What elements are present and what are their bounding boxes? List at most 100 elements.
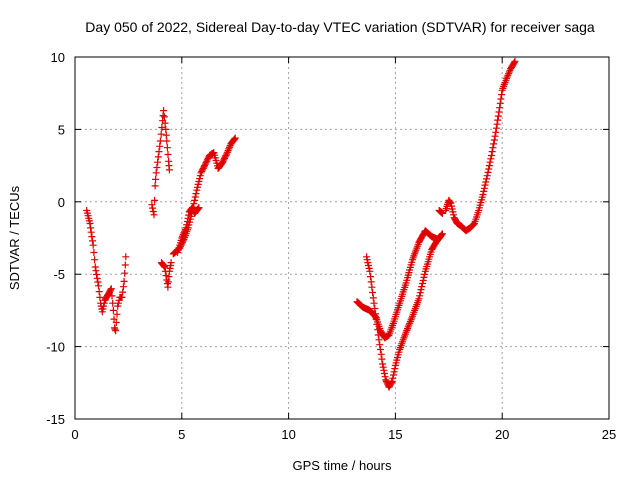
data-point	[112, 327, 120, 335]
data-point	[390, 368, 398, 376]
data-point	[374, 326, 382, 334]
data-point	[89, 241, 97, 249]
data-point	[195, 204, 203, 212]
data-point	[483, 172, 491, 180]
data-point	[371, 305, 379, 312]
data-point	[407, 316, 415, 324]
gridlines	[75, 57, 609, 419]
series-arc-5	[174, 204, 203, 256]
data-point	[121, 269, 129, 277]
data-point	[375, 336, 383, 344]
series-arc-3	[158, 259, 175, 291]
data-point	[494, 116, 502, 124]
data-point	[511, 57, 519, 65]
data-point	[149, 208, 157, 215]
data-point	[107, 286, 115, 294]
data-point	[415, 295, 423, 303]
data-point	[148, 201, 156, 209]
data-point	[109, 306, 117, 314]
data-point	[480, 187, 488, 195]
series-arc-9	[435, 207, 446, 217]
data-point	[436, 233, 444, 241]
data-point	[446, 198, 454, 206]
data-point	[192, 190, 200, 198]
data-point	[164, 151, 172, 158]
data-point	[225, 145, 233, 153]
data-point	[165, 166, 173, 174]
data-point	[93, 274, 101, 282]
data-point	[488, 148, 496, 156]
data-point	[178, 234, 186, 242]
data-point	[226, 143, 233, 151]
data-point	[479, 191, 487, 199]
data-point	[160, 107, 168, 115]
data-point	[161, 119, 169, 127]
data-point	[92, 267, 100, 275]
y-axis-label: SDTVAR / TECUs	[7, 185, 22, 290]
axis-ticks: 0 5 10 15 20 25 -15 -10 -5 0 5 10	[46, 50, 616, 442]
y-tick-label: 5	[58, 122, 65, 137]
data-point	[194, 205, 202, 213]
data-point	[377, 350, 385, 358]
data-point	[419, 277, 427, 284]
data-point	[496, 104, 504, 112]
data-point	[151, 196, 159, 204]
data-point	[156, 142, 164, 150]
data-point	[376, 346, 384, 353]
data-point	[96, 293, 104, 301]
data-point	[370, 299, 378, 307]
data-point	[231, 134, 239, 142]
data-point	[485, 165, 493, 173]
data-point	[497, 95, 505, 103]
data-point	[416, 289, 424, 297]
data-point	[372, 310, 379, 318]
data-point	[369, 289, 377, 296]
data-point	[191, 193, 199, 201]
data-point	[381, 373, 389, 381]
data-point	[436, 234, 443, 241]
data-point	[222, 152, 230, 159]
data-point	[482, 178, 490, 186]
data-point	[483, 175, 490, 183]
data-point	[376, 341, 384, 349]
x-axis-label: GPS time / hours	[293, 458, 392, 473]
data-point	[421, 270, 429, 278]
data-point	[481, 181, 489, 189]
data-point	[378, 355, 386, 363]
data-point	[503, 75, 510, 83]
series-arc-4	[169, 134, 239, 258]
data-point	[491, 132, 499, 140]
data-point	[488, 152, 495, 159]
data-point	[485, 162, 493, 170]
y-tick-label: 0	[58, 195, 65, 210]
data-point	[121, 261, 129, 269]
data-point	[118, 293, 126, 301]
data-point	[510, 59, 518, 67]
x-tick-label: 20	[495, 427, 509, 442]
data-point	[373, 320, 381, 328]
x-tick-label: 5	[178, 427, 185, 442]
data-point	[420, 273, 428, 281]
data-point	[369, 294, 377, 302]
data-point	[163, 144, 171, 152]
data-point	[179, 231, 187, 239]
data-point	[368, 283, 376, 291]
data-points	[83, 57, 519, 391]
data-point	[181, 226, 189, 234]
data-point	[490, 136, 498, 144]
x-tick-label: 0	[71, 427, 78, 442]
y-tick-label: 10	[51, 50, 65, 65]
data-point	[492, 124, 500, 132]
chart-title: Day 050 of 2022, Sidereal Day-to-day VTE…	[85, 19, 595, 35]
data-point	[107, 285, 115, 293]
data-point	[156, 137, 164, 145]
data-point	[487, 155, 495, 163]
data-point	[489, 144, 497, 152]
data-point	[152, 175, 160, 183]
data-point	[95, 282, 102, 290]
data-point	[417, 286, 425, 294]
data-point	[167, 259, 175, 267]
data-point	[223, 150, 231, 158]
data-point	[158, 124, 166, 131]
data-point	[379, 363, 387, 371]
